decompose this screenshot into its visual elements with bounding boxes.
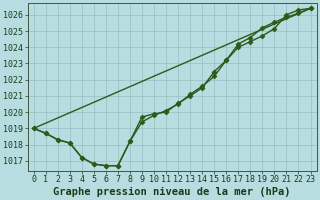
- X-axis label: Graphe pression niveau de la mer (hPa): Graphe pression niveau de la mer (hPa): [53, 186, 291, 197]
